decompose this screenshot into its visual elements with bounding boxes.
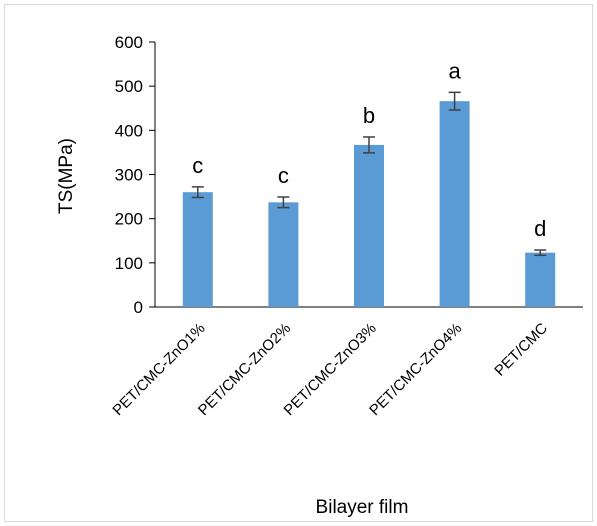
y-tick-label: 500 <box>115 77 143 96</box>
y-tick-label: 0 <box>134 298 143 317</box>
category-label: PET/CMC <box>491 320 551 380</box>
bar <box>354 144 384 307</box>
bars-group: c c b a d <box>182 58 556 307</box>
category-label: PET/CMC-ZnO1% <box>109 320 208 419</box>
y-axis-title: TS(MPa) <box>56 138 77 214</box>
significance-letter: a <box>448 58 461 83</box>
y-axis-ticks: 0 100 200 300 400 500 600 <box>115 33 155 317</box>
bar <box>525 252 556 307</box>
bar <box>439 101 470 307</box>
significance-letter: b <box>363 103 375 128</box>
x-axis-title: Bilayer film <box>316 497 409 518</box>
significance-letter: c <box>278 163 289 188</box>
bar <box>268 202 299 307</box>
category-labels: PET/CMC-ZnO1%PET/CMC-ZnO2%PET/CMC-ZnO3%P… <box>109 320 551 419</box>
bar <box>182 192 213 307</box>
y-tick-label: 400 <box>115 121 143 140</box>
category-label: PET/CMC-ZnO3% <box>281 320 380 419</box>
significance-letter: c <box>192 153 203 178</box>
y-tick-label: 100 <box>115 254 143 273</box>
y-tick-label: 600 <box>115 33 143 52</box>
y-tick-label: 200 <box>115 210 143 229</box>
category-label: PET/CMC-ZnO4% <box>366 320 465 419</box>
y-tick-label: 300 <box>115 166 143 185</box>
category-label: PET/CMC-ZnO2% <box>195 320 294 419</box>
significance-letter: d <box>534 216 546 241</box>
chart-area <box>4 4 593 522</box>
